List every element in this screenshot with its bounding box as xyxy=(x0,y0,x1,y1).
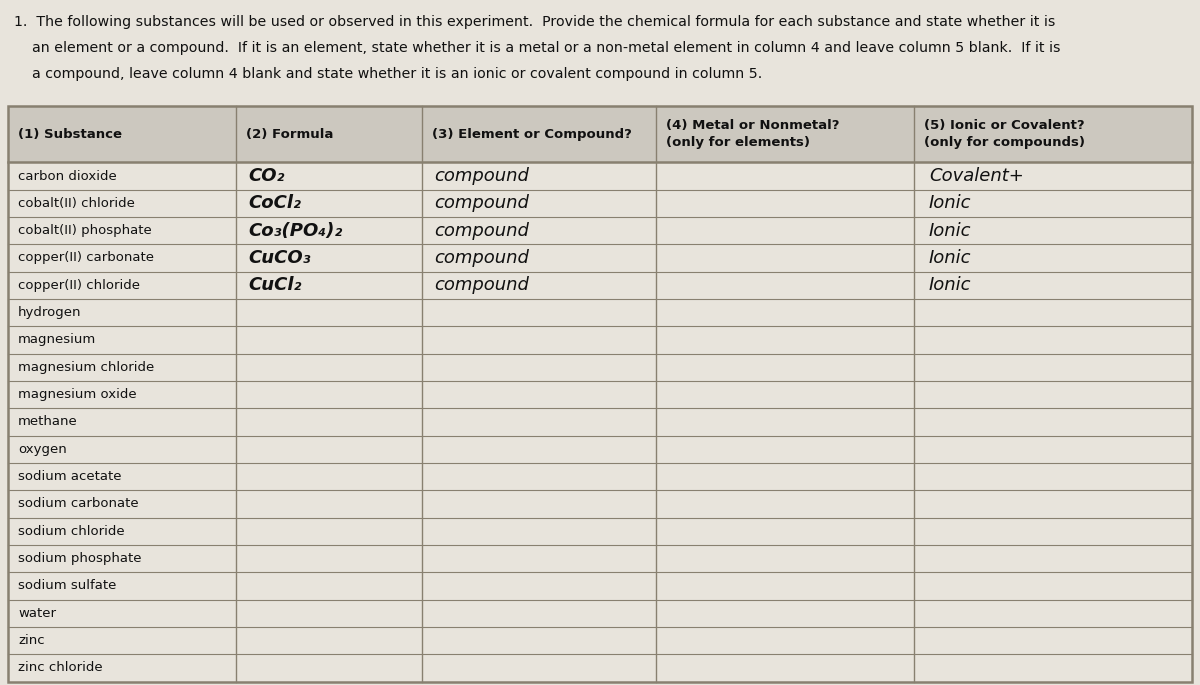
Text: compound: compound xyxy=(434,276,529,295)
Text: Co₃(PO₄)₂: Co₃(PO₄)₂ xyxy=(248,222,343,240)
Text: magnesium: magnesium xyxy=(18,334,96,347)
Text: 1.  The following substances will be used or observed in this experiment.  Provi: 1. The following substances will be used… xyxy=(14,15,1056,29)
Text: cobalt(II) chloride: cobalt(II) chloride xyxy=(18,197,134,210)
Text: (3) Element or Compound?: (3) Element or Compound? xyxy=(432,128,632,140)
Text: CoCl₂: CoCl₂ xyxy=(248,195,301,212)
Text: magnesium chloride: magnesium chloride xyxy=(18,361,155,374)
Text: compound: compound xyxy=(434,249,529,267)
Text: sodium chloride: sodium chloride xyxy=(18,525,125,538)
Text: Ionic: Ionic xyxy=(929,276,971,295)
Bar xyxy=(8,106,1192,682)
Text: cobalt(II) phosphate: cobalt(II) phosphate xyxy=(18,224,151,237)
Text: carbon dioxide: carbon dioxide xyxy=(18,169,116,182)
Text: Ionic: Ionic xyxy=(929,222,971,240)
Text: Ionic: Ionic xyxy=(929,195,971,212)
Text: water: water xyxy=(18,607,56,620)
Text: compound: compound xyxy=(434,195,529,212)
Text: (2) Formula: (2) Formula xyxy=(246,128,334,140)
Text: (5) Ionic or Covalent?
(only for compounds): (5) Ionic or Covalent? (only for compoun… xyxy=(924,119,1085,149)
Text: copper(II) carbonate: copper(II) carbonate xyxy=(18,251,154,264)
Text: zinc: zinc xyxy=(18,634,44,647)
Text: sodium sulfate: sodium sulfate xyxy=(18,580,116,593)
Text: copper(II) chloride: copper(II) chloride xyxy=(18,279,140,292)
Text: compound: compound xyxy=(434,222,529,240)
Text: sodium phosphate: sodium phosphate xyxy=(18,552,142,565)
Text: hydrogen: hydrogen xyxy=(18,306,82,319)
Bar xyxy=(8,106,1192,682)
Text: zinc chloride: zinc chloride xyxy=(18,662,103,675)
Text: CuCl₂: CuCl₂ xyxy=(248,276,301,295)
Text: (1) Substance: (1) Substance xyxy=(18,128,122,140)
Text: (4) Metal or Nonmetal?
(only for elements): (4) Metal or Nonmetal? (only for element… xyxy=(666,119,840,149)
Text: magnesium oxide: magnesium oxide xyxy=(18,388,137,401)
Text: Ionic: Ionic xyxy=(929,249,971,267)
Text: an element or a compound.  If it is an element, state whether it is a metal or a: an element or a compound. If it is an el… xyxy=(14,41,1061,55)
Bar xyxy=(8,106,1192,162)
Text: sodium acetate: sodium acetate xyxy=(18,470,121,483)
Text: methane: methane xyxy=(18,416,78,428)
Text: CuCO₃: CuCO₃ xyxy=(248,249,311,267)
Text: compound: compound xyxy=(434,167,529,185)
Text: CO₂: CO₂ xyxy=(248,167,284,185)
Text: Covalent+: Covalent+ xyxy=(929,167,1024,185)
Text: a compound, leave column 4 blank and state whether it is an ionic or covalent co: a compound, leave column 4 blank and sta… xyxy=(14,67,763,81)
Text: sodium carbonate: sodium carbonate xyxy=(18,497,139,510)
Text: oxygen: oxygen xyxy=(18,443,67,456)
